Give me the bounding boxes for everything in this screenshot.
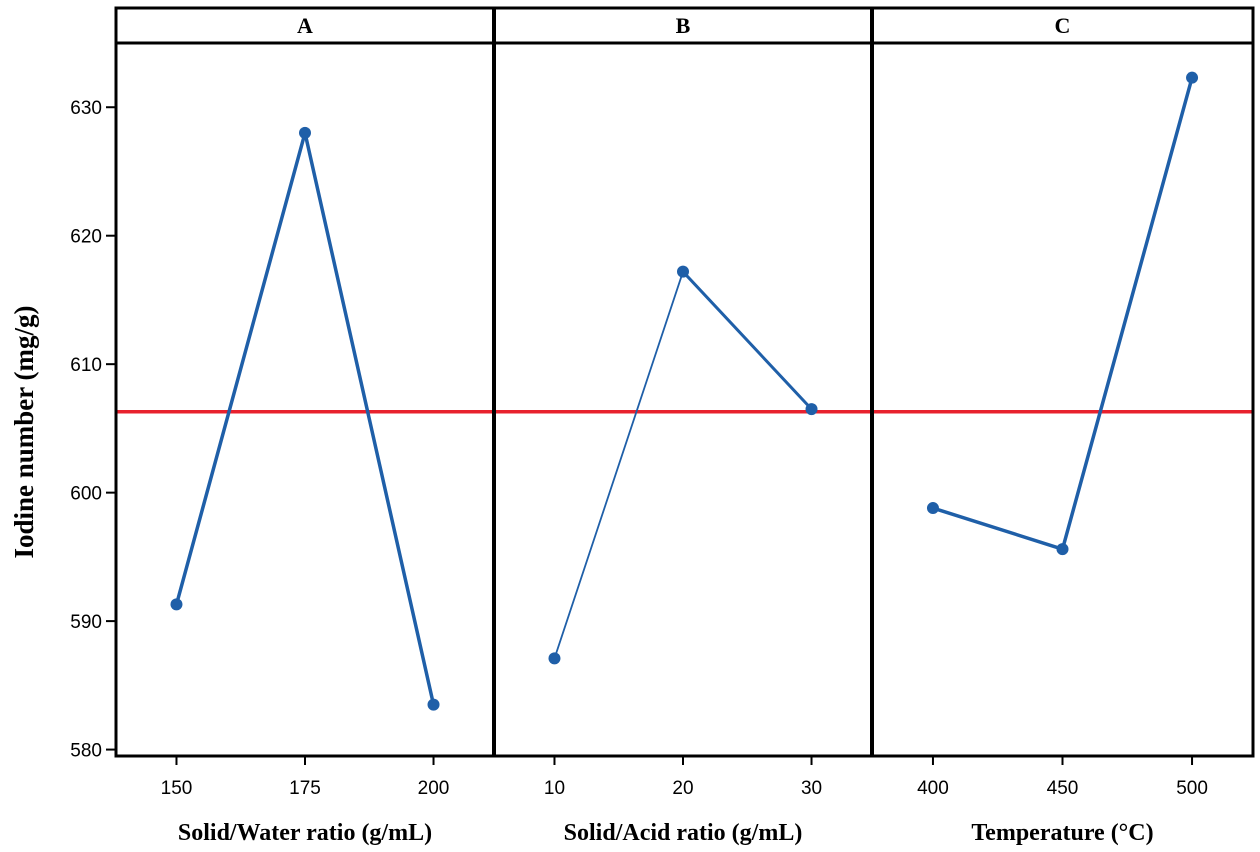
- series-line-segment: [553, 270, 684, 660]
- data-point: [299, 126, 311, 139]
- series-line-segment: [1060, 75, 1194, 551]
- data-point: [1186, 71, 1199, 84]
- x-tick-label: 200: [418, 778, 450, 799]
- y-tick-label: 610: [70, 355, 102, 376]
- panel-title: A: [297, 13, 313, 38]
- y-tick-label: 590: [70, 612, 102, 633]
- series-line-segment: [681, 270, 814, 411]
- frame: [114, 6, 1255, 758]
- data-point: [548, 652, 561, 665]
- panels: A 150 175 200 Solid/Water ratio (g/mL) B 10 20 3…: [116, 8, 1253, 846]
- x-tick-label: 450: [1047, 778, 1079, 799]
- x-tick-label: 400: [917, 778, 949, 799]
- data-point: [677, 265, 689, 278]
- x-axis-title: Solid/Water ratio (g/mL): [178, 820, 432, 846]
- series-line-segment: [303, 131, 436, 707]
- x-axis-title: Temperature (°C): [971, 820, 1153, 846]
- y-axis: 580 590 600 610 620 630: [70, 98, 116, 762]
- y-tick-label: 630: [70, 98, 102, 119]
- panel-header: [116, 8, 494, 43]
- y-tick-label: 620: [70, 227, 102, 248]
- x-tick-label: 175: [289, 778, 321, 799]
- series-line-segment: [931, 506, 1065, 551]
- y-tick-label: 600: [70, 484, 102, 505]
- panel-a: A 150 175 200 Solid/Water ratio (g/mL): [116, 8, 494, 846]
- x-tick-label: 30: [801, 778, 822, 799]
- panel-b: B 10 20 30 Solid/Acid ratio (g/mL): [494, 8, 872, 846]
- outer-border: [114, 6, 1255, 758]
- x-tick-label: 20: [672, 778, 693, 799]
- panel-header: [494, 8, 872, 43]
- data-point: [170, 598, 183, 611]
- panel-title: C: [1055, 13, 1071, 38]
- x-axis-title: Solid/Acid ratio (g/mL): [564, 820, 803, 846]
- data-point: [427, 698, 440, 711]
- x-tick-label: 10: [544, 778, 565, 799]
- x-tick-label: 500: [1176, 778, 1208, 799]
- panel-c: C 400 450 500 Temperature (°C): [872, 8, 1253, 846]
- y-tick-label: 580: [70, 741, 102, 762]
- y-axis-title: Iodine number (mg/g): [9, 305, 39, 558]
- series-line-segment: [174, 131, 307, 607]
- x-tick-label: 150: [161, 778, 193, 799]
- panel-header: [872, 8, 1253, 43]
- data-point: [926, 502, 939, 515]
- panel-title: B: [676, 13, 691, 38]
- data-point: [1056, 543, 1069, 556]
- data-point: [805, 403, 818, 416]
